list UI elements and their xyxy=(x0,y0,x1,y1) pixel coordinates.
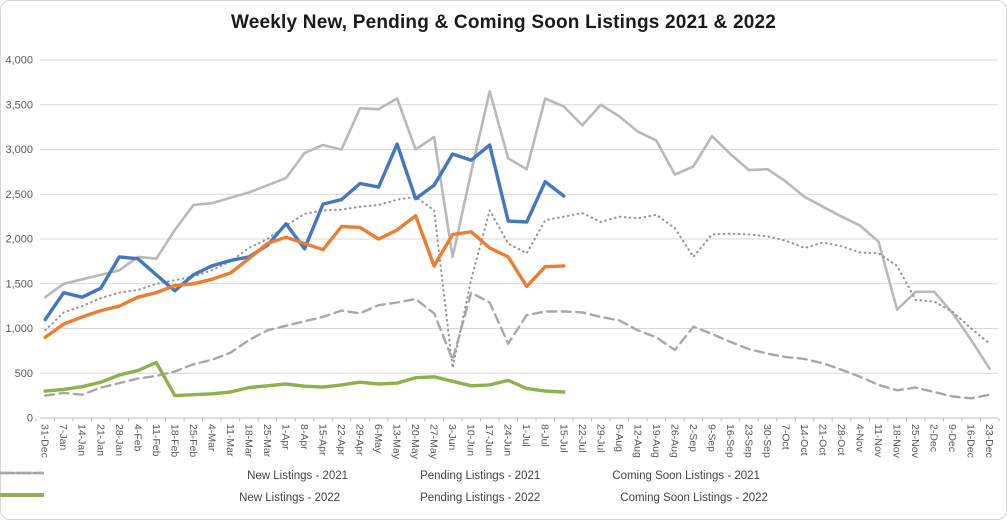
x-tick-label: 1-Jul xyxy=(520,424,532,447)
series-line-new-listings-2022 xyxy=(43,142,566,322)
x-tick-label: 24-Jun xyxy=(502,424,514,456)
legend-label: Coming Soon Listings - 2021 xyxy=(612,470,760,482)
x-tick-label: 20-May xyxy=(409,424,421,460)
y-tick-label: 2,000 xyxy=(5,234,33,246)
series-line-coming-soon-listings-2022 xyxy=(43,360,566,398)
x-tick-label: 31-Dec xyxy=(39,424,51,458)
x-tick-label: 21-Jan xyxy=(94,424,106,456)
x-tick-label: 17-Jun xyxy=(483,424,495,456)
series-line-pending-listings-2021 xyxy=(44,195,991,369)
y-tick-label: 1,000 xyxy=(5,323,33,335)
legend-swatch-icon xyxy=(0,493,44,497)
x-tick-label: 7-Jan xyxy=(57,424,69,450)
x-tick-label: 16-Dec xyxy=(965,424,977,458)
legend-label: Pending Listings - 2021 xyxy=(420,470,541,482)
x-tick-label: 25-Feb xyxy=(187,424,199,457)
legend-item-pending-listings-2021: Pending Listings - 2021 xyxy=(0,470,541,482)
x-tick-label: 18-Mar xyxy=(242,424,254,458)
x-tick-label: 16-Sep xyxy=(724,424,736,458)
x-tick-label: 28-Oct xyxy=(835,424,847,456)
x-tick-label: 25-Nov xyxy=(909,424,921,459)
legend-item-new-listings-2021: New Listings - 2021 xyxy=(0,470,349,482)
legend-row-2022: New Listings - 2022 Pending Listings - 20… xyxy=(0,492,1007,504)
legend-label: Pending Listings - 2022 xyxy=(420,492,541,504)
x-tick-label: 7-Oct xyxy=(780,424,792,450)
series-line-pending-listings-2022 xyxy=(43,213,566,340)
legend-item-coming-soon-listings-2022: Coming Soon Listings - 2022 xyxy=(0,492,768,504)
x-tick-label: 26-Aug xyxy=(668,424,680,458)
legend-row-2021: New Listings - 2021 Pending Listings - 20… xyxy=(0,470,1007,482)
x-tick-label: 29-Jul xyxy=(594,424,606,453)
legend-item-coming-soon-listings-2021: Coming Soon Listings - 2021 xyxy=(0,470,760,482)
x-tick-label: 4-Feb xyxy=(131,424,143,452)
x-tick-label: 18-Feb xyxy=(168,424,180,457)
x-tick-label: 4-Mar xyxy=(205,424,217,452)
x-tick-label: 22-Jul xyxy=(576,424,588,453)
x-tick-label: 23-Dec xyxy=(983,424,995,458)
x-tick-label: 11-Mar xyxy=(224,424,236,457)
legend-item-pending-listings-2022: Pending Listings - 2022 xyxy=(0,492,541,504)
x-tick-label: 9-Dec xyxy=(946,424,958,452)
x-tick-label: 11-Nov xyxy=(872,424,884,458)
x-tick-label: 4-Nov xyxy=(854,424,866,453)
x-tick-label: 3-Jun xyxy=(446,424,458,450)
x-tick-label: 18-Nov xyxy=(891,424,903,459)
x-tick-label: 19-Aug xyxy=(650,424,662,458)
x-tick-label: 27-May xyxy=(428,424,440,460)
y-tick-label: 4,000 xyxy=(5,55,33,67)
x-tick-label: 15-Apr xyxy=(317,424,329,456)
x-tick-label: 30-Sep xyxy=(761,424,773,458)
x-tick-label: 15-Jul xyxy=(557,424,569,453)
x-tick-label: 14-Oct xyxy=(798,424,810,456)
x-tick-label: 2-Dec xyxy=(928,424,940,452)
x-tick-label: 1-Apr xyxy=(279,424,291,450)
legend-label: New Listings - 2021 xyxy=(247,470,349,482)
series-line-new-listings-2021 xyxy=(43,90,992,371)
y-tick-label: 2,500 xyxy=(5,189,33,201)
x-tick-label: 25-Mar xyxy=(261,424,273,458)
legend-label: Coming Soon Listings - 2022 xyxy=(620,492,768,504)
x-tick-label: 21-Oct xyxy=(817,424,829,456)
x-tick-label: 29-Apr xyxy=(354,424,366,456)
x-tick-label: 8-Apr xyxy=(298,424,310,450)
y-tick-label: 0 xyxy=(27,413,33,425)
x-tick-label: 5-Aug xyxy=(613,424,625,452)
x-tick-label: 23-Sep xyxy=(742,424,754,458)
x-tick-label: 28-Jan xyxy=(113,424,125,456)
y-tick-label: 3,000 xyxy=(5,144,33,156)
x-tick-label: 9-Sep xyxy=(705,424,717,452)
chart-title: Weekly New, Pending & Coming Soon Listin… xyxy=(230,12,777,33)
x-tick-label: 13-May xyxy=(391,424,403,460)
x-tick-label: 6-May xyxy=(372,424,384,454)
x-tick-label: 10-Jun xyxy=(465,424,477,456)
y-tick-label: 500 xyxy=(15,368,33,380)
x-tick-label: 2-Sep xyxy=(687,424,699,452)
legend-swatch-icon xyxy=(0,471,44,475)
x-tick-label: 11-Feb xyxy=(150,424,162,457)
x-tick-label: 22-Apr xyxy=(335,424,347,456)
legend-item-new-listings-2022: New Listings - 2022 xyxy=(0,492,341,504)
x-tick-label: 14-Jan xyxy=(76,424,88,456)
x-tick-label: 8-Jul xyxy=(539,424,551,447)
legend-label: New Listings - 2022 xyxy=(239,492,341,504)
x-tick-label: 12-Aug xyxy=(631,424,643,458)
y-tick-label: 1,500 xyxy=(5,278,33,290)
y-tick-label: 3,500 xyxy=(5,99,33,111)
series-line-coming-soon-listings-2021 xyxy=(44,291,991,400)
